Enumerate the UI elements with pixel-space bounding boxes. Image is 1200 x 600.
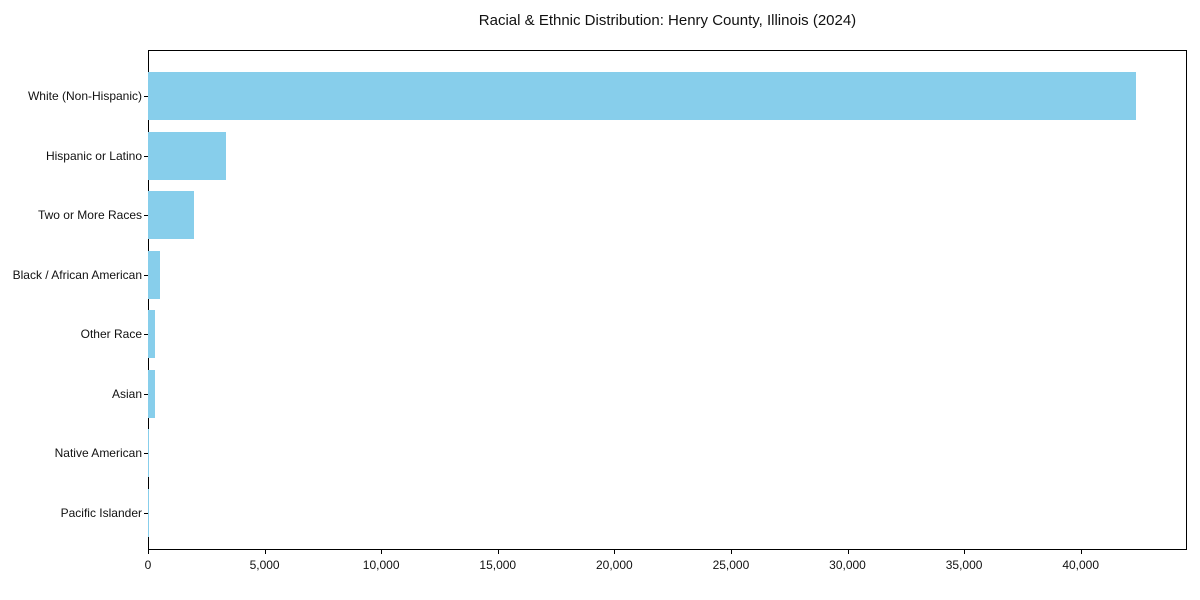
- x-tick-label: 20,000: [595, 558, 633, 572]
- x-tick-mark: [1080, 550, 1082, 554]
- chart-title: Racial & Ethnic Distribution: Henry Coun…: [478, 12, 857, 29]
- x-tick-label: 0: [144, 558, 152, 572]
- y-tick-mark: [144, 274, 148, 276]
- y-tick-mark: [144, 96, 148, 97]
- x-tick-label: 15,000: [479, 558, 517, 572]
- y-tick-mark: [144, 453, 148, 454]
- x-tick-label: 30,000: [829, 558, 866, 572]
- x-tick-mark: [264, 550, 266, 554]
- y-tick-label: Two or More Races: [37, 208, 142, 222]
- y-tick-label: White (Non-Hispanic): [27, 89, 142, 103]
- y-tick-mark: [144, 155, 148, 157]
- x-tick-mark: [847, 550, 849, 554]
- x-tick-label: 35,000: [945, 558, 983, 572]
- bar-other-race: [148, 310, 156, 358]
- x-tick-label: 40,000: [1062, 558, 1100, 572]
- bar-hispanic-or-latino: [148, 131, 227, 180]
- bar-white-non-hispanic: [148, 72, 1136, 120]
- y-tick-mark: [144, 215, 148, 216]
- x-tick-mark: [730, 550, 732, 554]
- bar-asian: [148, 369, 155, 418]
- bar-native-american: [148, 429, 149, 477]
- y-tick-label: Asian: [111, 386, 142, 401]
- y-tick-label: Pacific Islander: [60, 505, 142, 520]
- y-tick-mark: [144, 334, 148, 335]
- x-tick-mark: [497, 550, 499, 554]
- bar-black-african-american: [148, 250, 160, 299]
- y-tick-label: Hispanic or Latino: [45, 148, 142, 163]
- y-tick-label: Black / African American: [12, 267, 142, 282]
- x-tick-label: 25,000: [712, 558, 750, 572]
- x-tick-mark: [614, 550, 616, 554]
- x-tick-label: 10,000: [362, 558, 400, 572]
- y-tick-mark: [144, 393, 148, 395]
- bar-two-or-more-races: [148, 191, 194, 239]
- x-tick-mark: [148, 550, 149, 554]
- x-tick-label: 5,000: [249, 558, 280, 572]
- y-tick-label: Native American: [54, 446, 142, 460]
- plot-area: [148, 50, 1187, 550]
- x-tick-mark: [381, 550, 383, 554]
- x-tick-mark: [964, 550, 966, 554]
- y-tick-mark: [144, 512, 148, 514]
- y-tick-label: Other Race: [80, 327, 142, 341]
